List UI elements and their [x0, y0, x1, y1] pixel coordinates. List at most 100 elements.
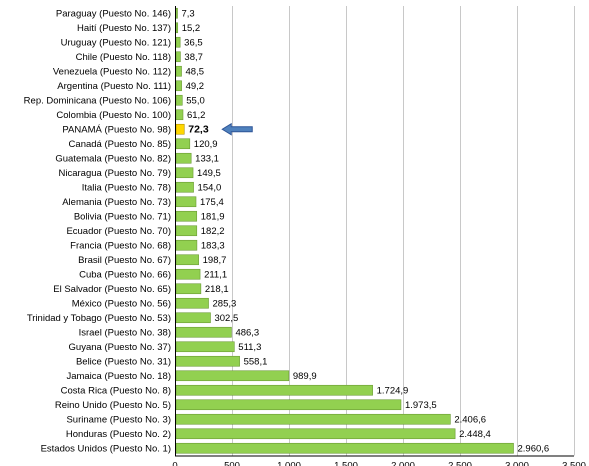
bar: [175, 109, 184, 121]
category-label: Israel (Puesto No. 38): [79, 328, 171, 339]
category-label: Brasil (Puesto No. 67): [78, 255, 171, 266]
bar: [175, 196, 197, 208]
value-label: 36,5: [184, 38, 203, 49]
category-label: Rep. Dominicana (Puesto No. 106): [24, 96, 171, 107]
value-label: 486,3: [235, 328, 259, 339]
value-label: 61,2: [187, 110, 206, 121]
bar: [175, 399, 402, 411]
category-labels: Paraguay (Puesto No. 146) Haití (Puesto N…: [24, 9, 171, 455]
value-label: 198,7: [203, 255, 227, 266]
category-label: Suriname (Puesto No. 3): [66, 415, 171, 426]
bar: [175, 442, 514, 454]
value-label: 175,4: [200, 197, 224, 208]
value-label: 182,2: [201, 226, 225, 237]
value-label: 1.973,5: [405, 400, 437, 411]
bar: [175, 413, 451, 425]
bar: [175, 80, 182, 92]
bar: [175, 268, 201, 280]
category-label: Guatemala (Puesto No. 82): [55, 154, 171, 165]
category-label: Colombia (Puesto No. 100): [56, 110, 171, 121]
bar: [175, 326, 232, 338]
x-tick-label: 0: [172, 461, 177, 466]
highlight-arrow-icon: [221, 122, 253, 136]
bar-highlight: [175, 123, 185, 135]
category-label: Paraguay (Puesto No. 146): [56, 9, 171, 20]
bar: [175, 7, 178, 19]
category-label: Haití (Puesto No. 137): [77, 23, 171, 34]
annotations: [221, 122, 253, 136]
value-label: 48,5: [186, 67, 205, 78]
category-label: Francia (Puesto No. 68): [70, 241, 171, 252]
value-label: 49,2: [186, 81, 205, 92]
bar: [175, 152, 192, 164]
value-label: 285,3: [213, 299, 237, 310]
value-label: 218,1: [205, 284, 229, 295]
category-label: Jamaica (Puesto No. 18): [66, 371, 171, 382]
x-tick-label: 1.500: [334, 461, 358, 466]
value-label: 181,9: [201, 212, 225, 223]
bar: [175, 225, 198, 237]
value-label: 149,5: [197, 168, 221, 179]
value-label: 183,3: [201, 241, 225, 252]
category-label: Bolivia (Puesto No. 71): [74, 212, 171, 223]
category-label: México (Puesto No. 56): [72, 299, 171, 310]
value-label: 154,0: [198, 183, 222, 194]
value-label: 15,2: [182, 23, 201, 34]
category-label: Alemania (Puesto No. 73): [62, 197, 171, 208]
category-label: El Salvador (Puesto No. 65): [53, 284, 171, 295]
value-label: 211,1: [204, 270, 227, 281]
category-label: Venezuela (Puesto No. 112): [53, 67, 171, 78]
value-label: 120,9: [194, 139, 218, 150]
category-label: PANAMÁ (Puesto No. 98): [62, 125, 171, 136]
value-label: 7,3: [182, 9, 195, 20]
x-tick-label: 3.000: [505, 461, 529, 466]
bar: [175, 341, 235, 353]
category-label: Uruguay (Puesto No. 121): [61, 38, 171, 49]
bar: [175, 51, 181, 63]
category-label: Guyana (Puesto No. 37): [69, 342, 171, 353]
category-label: Argentina (Puesto No. 111): [57, 81, 171, 92]
value-labels: 7,3 15,2 36,5 38,7 48,5 49,2 55,0 61,2 72,3 120,9…: [182, 9, 550, 455]
value-label: 133,1: [195, 154, 219, 165]
value-label: 2.448,4: [459, 429, 491, 440]
bar: [175, 254, 199, 266]
bar: [175, 312, 211, 324]
bar: [175, 283, 202, 295]
value-label: 989,9: [293, 371, 317, 382]
value-label: 558,1: [244, 357, 268, 368]
category-label: Trinidad y Tobago (Puesto No. 53): [27, 313, 171, 324]
category-label: Belice (Puesto No. 31): [76, 357, 171, 368]
bar: [175, 355, 240, 367]
bar: [175, 370, 290, 382]
bar: [175, 428, 456, 440]
value-label: 511,3: [238, 342, 261, 353]
bar: [175, 210, 198, 222]
bar: [175, 22, 179, 34]
bar: [175, 384, 373, 396]
bar: [175, 36, 181, 48]
category-label: Ecuador (Puesto No. 70): [66, 226, 171, 237]
x-tick-label: 2.000: [391, 461, 415, 466]
category-label: Cuba (Puesto No. 66): [79, 270, 171, 281]
category-label: Honduras (Puesto No. 2): [66, 429, 171, 440]
category-label: Costa Rica (Puesto No. 8): [61, 386, 171, 397]
bar: [175, 167, 194, 179]
category-label: Estados Unidos (Puesto No. 1): [41, 444, 171, 455]
category-label: Italia (Puesto No. 78): [82, 183, 171, 194]
bar: [175, 181, 194, 193]
x-tick-label: 2.500: [448, 461, 472, 466]
bar: [175, 65, 182, 77]
value-label: 38,7: [184, 52, 203, 63]
category-label: Chile (Puesto No. 118): [76, 52, 171, 63]
bar: [175, 297, 209, 309]
x-axis: 0 500 1.000 1.500 2.000 2.500 3.000 3.500: [172, 6, 586, 466]
value-label: 72,3: [188, 124, 209, 136]
value-label: 2.406,6: [454, 415, 486, 426]
value-label: 55,0: [186, 96, 205, 107]
value-label: 302,5: [214, 313, 238, 324]
value-label: 2.960,6: [518, 444, 550, 455]
bars: [175, 7, 514, 454]
category-label: Nicaragua (Puesto No. 79): [59, 168, 171, 179]
bar: [175, 94, 183, 106]
bar: [175, 239, 198, 251]
